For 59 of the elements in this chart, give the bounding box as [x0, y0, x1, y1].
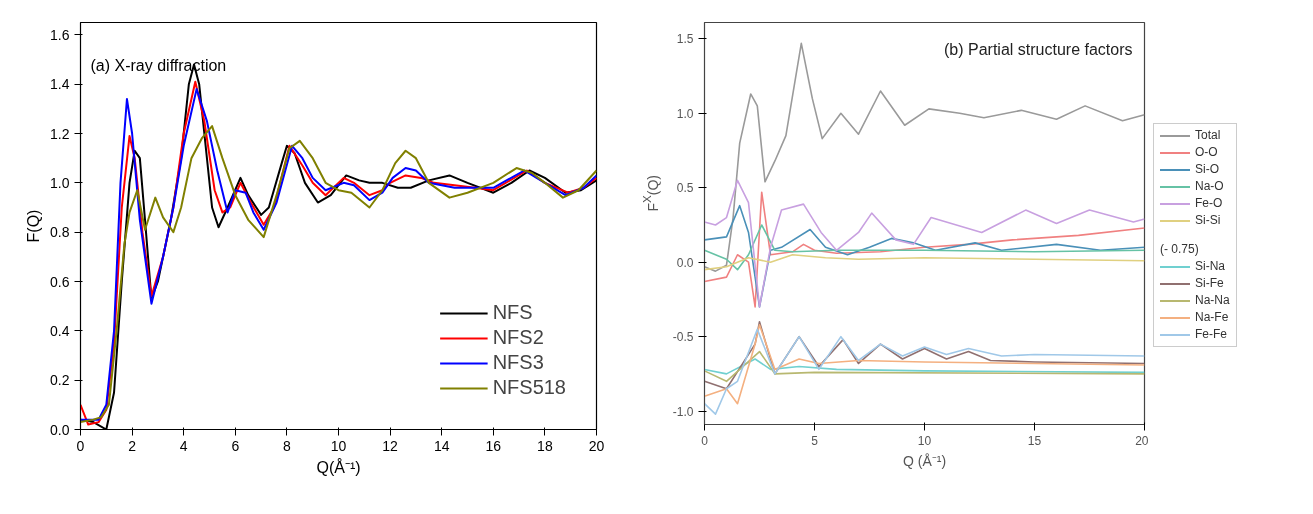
x-tick-label: 8: [283, 437, 292, 454]
text: (b) Partial structure factors: [944, 40, 1133, 58]
legend-label: Fe-Fe: [1194, 326, 1228, 343]
x-tick-label: 10: [330, 437, 347, 454]
legend-label: O-O: [1194, 144, 1219, 161]
legend-label: NFS3: [492, 351, 544, 374]
legend-label: Na-Fe: [1194, 309, 1230, 326]
legend-label: Na-O: [1194, 178, 1225, 195]
x-axis-title: Q(Å⁻¹): [316, 457, 361, 476]
legend-label: Si-Si: [1194, 212, 1222, 229]
legend-label: Si-Na: [1194, 258, 1226, 275]
x-tick-label: 5: [811, 433, 819, 448]
y-tick-label: -0.5: [672, 330, 694, 345]
y-tick-label: 0.8: [50, 224, 70, 241]
y-tick-label: -1.0: [672, 404, 694, 419]
line-series: [704, 323, 1145, 405]
x-tick-label: 12: [382, 437, 399, 454]
x-tick-label: 15: [1027, 433, 1042, 448]
legend-label: Fe-O: [1194, 195, 1224, 212]
x-axis-title: Q (Å⁻¹): [902, 452, 947, 469]
text: (- 0.75): [1160, 241, 1200, 258]
line-series: [704, 350, 1145, 383]
x-tick-label: 10: [917, 433, 932, 448]
y-axis-title: F(Q): [25, 209, 43, 243]
x-tick-label: 16: [485, 437, 502, 454]
y-tick-label: 1.0: [676, 106, 694, 121]
text: (a) X-ray diffraction: [90, 56, 227, 74]
y-tick-label: 0.4: [50, 322, 70, 339]
x-tick-label: 20: [588, 437, 605, 454]
x-tick-label: 2: [128, 437, 137, 454]
x-tick-label: 14: [433, 437, 450, 454]
x-tick-label: 4: [179, 437, 188, 454]
line-series: [704, 253, 1145, 271]
y-tick-label: 0.0: [50, 421, 70, 438]
y-tick-label: 0.2: [50, 372, 70, 389]
y-tick-label: 1.5: [676, 32, 694, 47]
legend-label: Si-Fe: [1194, 275, 1225, 292]
y-tick-label: 0.6: [50, 273, 70, 290]
x-tick-label: 6: [231, 437, 240, 454]
legend-label: Na-Na: [1194, 292, 1230, 309]
line-series: [704, 224, 1145, 271]
line-series: [704, 42, 1145, 272]
y-tick-label: 0.0: [676, 255, 694, 270]
x-tick-label: 0: [701, 433, 709, 448]
x-tick-label: 20: [1135, 433, 1149, 448]
line-series: [704, 358, 1145, 375]
y-tick-label: 1.4: [50, 76, 70, 93]
legend-label: NFS: [492, 301, 533, 324]
legend-label: NFS2: [492, 326, 544, 349]
y-tick-label: 1.0: [50, 174, 70, 191]
line-series: [704, 328, 1145, 415]
y-tick-label: 1.2: [50, 125, 70, 142]
legend-label: NFS518: [492, 376, 566, 399]
legend-label: Total: [1194, 127, 1222, 144]
y-tick-label: 0.5: [676, 181, 694, 196]
legend-label: Si-O: [1194, 161, 1220, 178]
x-tick-label: 0: [76, 437, 85, 454]
x-tick-label: 18: [537, 437, 553, 454]
y-tick-label: 1.6: [50, 26, 70, 43]
